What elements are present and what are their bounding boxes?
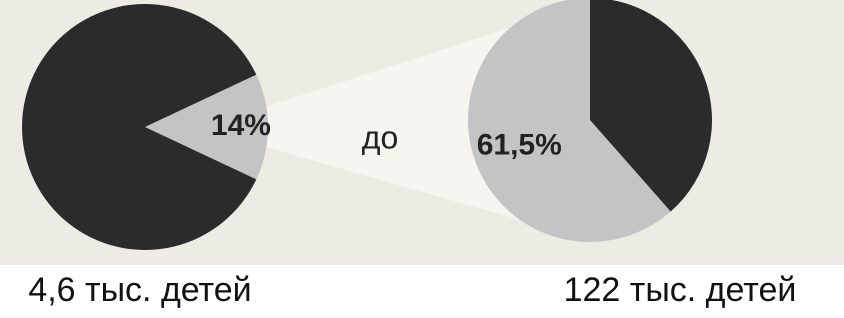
chart: до 14% 4,6 тыс. детей 61,5% 122 тыс. детей [0, 0, 844, 318]
connector-text: до [362, 119, 398, 155]
slice-label: 61,5% [477, 129, 562, 162]
pie-caption: 4,6 тыс. детей [28, 271, 251, 309]
pie-caption: 122 тыс. детей [564, 271, 797, 309]
page: до 14%4,6 тыс. детей61,5%122 тыс. детей … [0, 0, 844, 318]
slice-label: 14% [211, 109, 271, 142]
